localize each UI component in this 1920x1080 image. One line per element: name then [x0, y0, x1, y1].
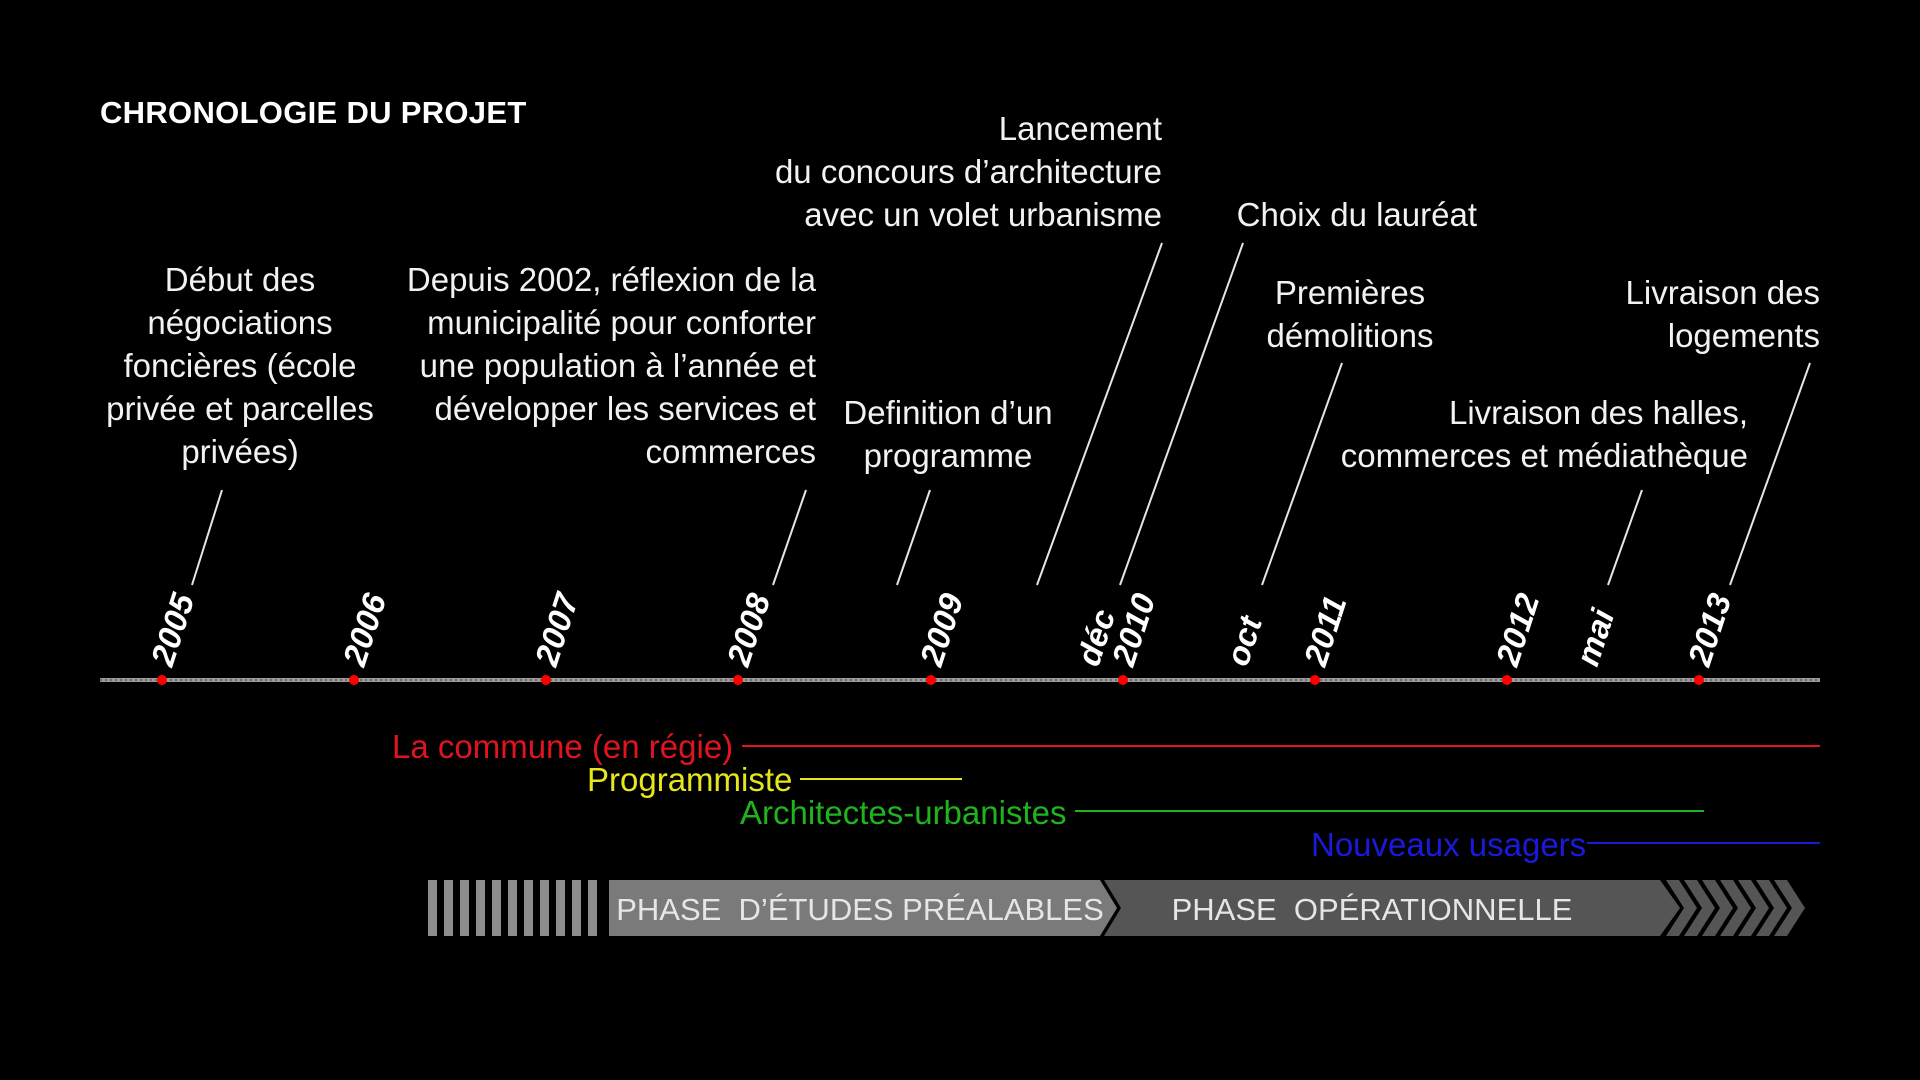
event-2009: Definition d’un programme [843, 394, 1053, 474]
phase-bar: PHASE D’ÉTUDES PRÉALABLES PHASE OPÉRATIO… [428, 880, 1805, 936]
role-programmiste: Programmiste [587, 761, 793, 798]
marker-2009 [926, 675, 936, 685]
role-usagers: Nouveaux usagers [1311, 826, 1587, 863]
role-architectes: Architectes-urbanistes [740, 794, 1067, 831]
event-demolitions: Premières démolitions [1266, 274, 1434, 354]
marker-2007 [541, 675, 551, 685]
label-2006: 2006 [335, 588, 393, 671]
marker-2008 [733, 675, 743, 685]
phase-etudes-shape [609, 880, 1117, 936]
event-2005: Début des négociations foncières (école pri… [106, 261, 374, 470]
event-livraison-halles: Livraison des halles, commerces et médiat… [1340, 394, 1748, 474]
marker-2012 [1502, 675, 1512, 685]
leader-2005 [191, 489, 223, 586]
label-2013: 2013 [1680, 589, 1738, 671]
leader-lancement [1036, 242, 1163, 586]
phase-chevrons-right [1666, 880, 1805, 936]
phase-operationnelle-label: PHASE OPÉRATIONNELLE [1172, 892, 1573, 927]
leader-2008 [772, 489, 807, 586]
role-commune: La commune (en régie) [392, 728, 734, 765]
marker-2005 [157, 675, 167, 685]
leader-demolitions [1261, 362, 1343, 586]
event-livraison-logements: Livraison des logements [1625, 274, 1820, 354]
phase-operationnelle-shape [1104, 880, 1680, 936]
label-mai: mai [1568, 604, 1621, 670]
leader-2009 [896, 489, 931, 586]
leader-halles [1607, 489, 1643, 586]
year-markers [157, 675, 1704, 685]
leader-logements [1729, 362, 1811, 586]
phase-etudes-label: PHASE D’ÉTUDES PRÉALABLES [616, 892, 1104, 927]
event-choix-laureat: Choix du lauréat [1236, 196, 1477, 233]
label-oct: oct [1218, 610, 1269, 670]
label-2011: 2011 [1296, 591, 1353, 671]
marker-2011 [1310, 675, 1320, 685]
label-2008: 2008 [719, 588, 777, 671]
year-labels: 2005 2006 2007 2008 2009 déc 2010 oct 20… [143, 587, 1738, 671]
label-2009: 2009 [912, 588, 970, 671]
marker-2013 [1694, 675, 1704, 685]
page-title: CHRONOLOGIE DU PROJET [100, 95, 527, 130]
marker-2006 [349, 675, 359, 685]
leader-lines [191, 242, 1811, 586]
event-2008: Depuis 2002, réflexion de la municipalité… [406, 261, 816, 470]
event-lancement: Lancement du concours d’architecture avec … [774, 110, 1162, 233]
phase-stripes-left [428, 880, 597, 936]
label-2010: 2010 [1104, 588, 1162, 671]
label-2007: 2007 [527, 587, 586, 671]
marker-2010 [1118, 675, 1128, 685]
label-2005: 2005 [143, 588, 201, 671]
leader-choix [1119, 242, 1244, 586]
label-2012: 2012 [1488, 588, 1546, 671]
